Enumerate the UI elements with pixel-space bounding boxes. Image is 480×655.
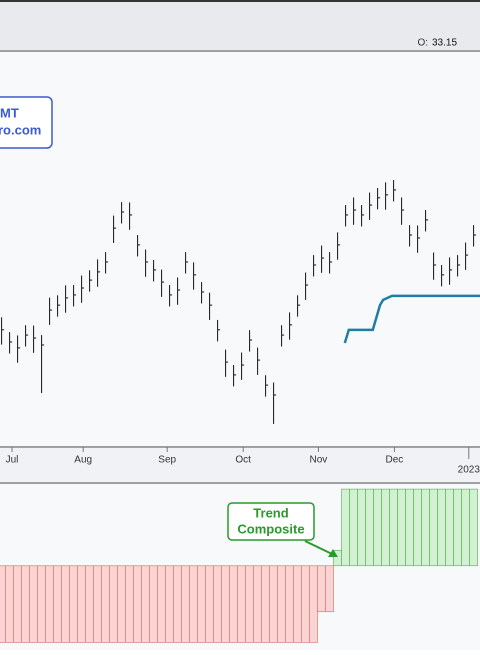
indicator-bar (213, 565, 222, 643)
annotation-arrowhead (328, 549, 338, 557)
indicator-bar (5, 565, 14, 643)
indicator-bar (253, 565, 262, 643)
indicator-bar (285, 565, 294, 643)
indicator-bar (189, 565, 198, 643)
indicator-bar (389, 488, 398, 567)
annotation-text: Trend (253, 505, 288, 520)
price-plot: Jul Aug Sep Oct Nov Dec 2023 (1, 180, 480, 476)
indicator-bar (149, 565, 158, 643)
watermark-box (0, 96, 53, 149)
indicator-bar (45, 565, 54, 643)
indicator-bar (141, 565, 150, 643)
indicator-bar (21, 565, 30, 643)
annotation-arrow (304, 540, 333, 555)
indicator-bar (469, 488, 478, 567)
indicator-bar (405, 488, 414, 567)
x-tick-label: 2023 (458, 465, 480, 476)
indicator-bar (277, 565, 286, 643)
header-top-line (0, 0, 480, 2)
indicator-bar (181, 565, 190, 643)
indicator-bar (293, 565, 302, 643)
indicator-bar (373, 488, 382, 567)
trend-line (343, 294, 480, 344)
header-band (0, 0, 480, 50)
x-tick-label: Nov (310, 455, 328, 466)
indicator-bar (101, 565, 110, 643)
x-tick-label: Aug (74, 455, 92, 466)
indicator-bar (85, 565, 94, 643)
indicator-bar (165, 565, 174, 643)
indicator-bar (413, 488, 422, 567)
annotation-box (227, 502, 315, 541)
indicator-bar (29, 565, 38, 643)
indicator-bar (421, 488, 430, 567)
annotation-text: Composite (237, 521, 304, 536)
indicator-bar (445, 488, 454, 567)
indicator-plot (0, 488, 478, 643)
indicator-bar (53, 565, 62, 643)
indicator-bar (109, 565, 118, 643)
indicator-bar (157, 565, 166, 643)
indicator-bar (173, 565, 182, 643)
indicator-bar (205, 565, 214, 643)
indicator-bar (13, 565, 22, 643)
indicator-bar (341, 488, 350, 567)
indicator-bar (357, 488, 366, 567)
indicator-bar (197, 565, 206, 643)
indicator-bar (269, 565, 278, 643)
indicator-bar (381, 488, 390, 567)
x-tick-label: Jul (6, 455, 19, 466)
indicator-bar (429, 488, 438, 567)
open-label: O: (417, 38, 428, 49)
indicator-bar (125, 565, 134, 643)
indicator-bar (229, 565, 238, 643)
indicator-bar (237, 565, 246, 643)
open-value: 33.15 (432, 38, 457, 49)
indicator-bar (461, 488, 470, 567)
indicator-bar (317, 565, 326, 613)
indicator-bar (117, 565, 126, 643)
indicator-bar (309, 565, 318, 643)
indicator-bar (69, 565, 78, 643)
indicator-bar (453, 488, 462, 567)
indicator-bar (133, 565, 142, 643)
indicator-bar (37, 565, 46, 643)
watermark-text: MT (0, 105, 19, 120)
indicator-bar (365, 488, 374, 567)
indicator-bar (349, 488, 358, 567)
indicator-bar (0, 565, 6, 643)
x-tick-label: Dec (386, 455, 404, 466)
indicator-bar (397, 488, 406, 567)
indicator-bar (301, 565, 310, 643)
indicator-bar (93, 565, 102, 643)
indicator-bar (77, 565, 86, 643)
axis-band (0, 448, 480, 482)
indicator-bar (61, 565, 70, 643)
price-panel (0, 50, 480, 448)
watermark-text: ro.com (0, 122, 41, 137)
indicator-bar (437, 488, 446, 567)
indicator-bar (325, 565, 334, 613)
indicator-bar (221, 565, 230, 643)
indicator-bar (261, 565, 270, 643)
x-tick-label: Oct (235, 455, 251, 466)
x-tick-label: Sep (158, 455, 176, 466)
indicator-bar (245, 565, 254, 643)
